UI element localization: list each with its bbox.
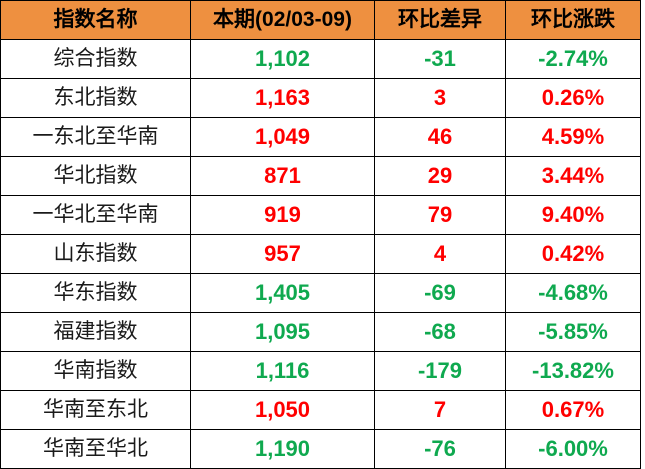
cell-index-name: 综合指数	[0, 39, 191, 79]
cell-current-value: 1,049	[190, 117, 375, 157]
column-header-index-name: 指数名称	[0, 0, 191, 40]
cell-mom-change: 9.40%	[505, 195, 641, 235]
table-row: 一东北至华南 1,049 46 4.59%	[0, 117, 641, 157]
table-row: 东北指数 1,163 3 0.26%	[0, 78, 641, 118]
cell-current-value: 1,190	[190, 429, 375, 469]
cell-index-name: 华南至东北	[0, 390, 191, 430]
cell-mom-change: -13.82%	[505, 351, 641, 391]
table-row: 华南至华北 1,190 -76 -6.00%	[0, 429, 641, 469]
cell-mom-difference: 29	[374, 156, 506, 196]
table-row: 综合指数 1,102 -31 -2.74%	[0, 39, 641, 79]
column-header-current-period: 本期(02/03-09)	[190, 0, 375, 40]
column-header-mom-difference: 环比差异	[374, 0, 506, 40]
cell-index-name: 华南指数	[0, 351, 191, 391]
table-row: 山东指数 957 4 0.42%	[0, 234, 641, 274]
table-row: 华南至东北 1,050 7 0.67%	[0, 390, 641, 430]
cell-mom-difference: 79	[374, 195, 506, 235]
cell-mom-difference: -69	[374, 273, 506, 313]
cell-current-value: 1,116	[190, 351, 375, 391]
cell-mom-change: -4.68%	[505, 273, 641, 313]
cell-current-value: 1,405	[190, 273, 375, 313]
table-row: 华北指数 871 29 3.44%	[0, 156, 641, 196]
table-header-row: 指数名称 本期(02/03-09) 环比差异 环比涨跌	[0, 0, 641, 40]
cell-index-name: 东北指数	[0, 78, 191, 118]
cell-mom-difference: -179	[374, 351, 506, 391]
table-body: 综合指数 1,102 -31 -2.74% 东北指数 1,163 3 0.26% 一东北至华南 1…	[0, 39, 641, 469]
table-row: 华南指数 1,116 -179 -13.82%	[0, 351, 641, 391]
cell-mom-change: 0.42%	[505, 234, 641, 274]
table-header: 指数名称 本期(02/03-09) 环比差异 环比涨跌	[0, 0, 641, 40]
cell-mom-change: 0.67%	[505, 390, 641, 430]
cell-mom-difference: 7	[374, 390, 506, 430]
cell-mom-change: -2.74%	[505, 39, 641, 79]
cell-index-name: 一东北至华南	[0, 117, 191, 157]
cell-index-name: 华南至华北	[0, 429, 191, 469]
cell-mom-difference: 3	[374, 78, 506, 118]
cell-index-name: 一华北至华南	[0, 195, 191, 235]
cell-mom-change: 0.26%	[505, 78, 641, 118]
cell-current-value: 1,163	[190, 78, 375, 118]
column-header-mom-change: 环比涨跌	[505, 0, 641, 40]
cell-mom-difference: -31	[374, 39, 506, 79]
table-row: 福建指数 1,095 -68 -5.85%	[0, 312, 641, 352]
cell-current-value: 1,095	[190, 312, 375, 352]
cell-current-value: 957	[190, 234, 375, 274]
cell-mom-difference: -68	[374, 312, 506, 352]
cell-mom-difference: 46	[374, 117, 506, 157]
table-row: 一华北至华南 919 79 9.40%	[0, 195, 641, 235]
cell-mom-difference: 4	[374, 234, 506, 274]
cell-index-name: 华北指数	[0, 156, 191, 196]
cell-current-value: 1,102	[190, 39, 375, 79]
cell-mom-difference: -76	[374, 429, 506, 469]
cell-index-name: 山东指数	[0, 234, 191, 274]
cell-mom-change: -5.85%	[505, 312, 641, 352]
cell-current-value: 871	[190, 156, 375, 196]
cell-current-value: 919	[190, 195, 375, 235]
table-row: 华东指数 1,405 -69 -4.68%	[0, 273, 641, 313]
cell-mom-change: -6.00%	[505, 429, 641, 469]
cell-index-name: 华东指数	[0, 273, 191, 313]
cell-current-value: 1,050	[190, 390, 375, 430]
cell-index-name: 福建指数	[0, 312, 191, 352]
cell-mom-change: 4.59%	[505, 117, 641, 157]
cell-mom-change: 3.44%	[505, 156, 641, 196]
